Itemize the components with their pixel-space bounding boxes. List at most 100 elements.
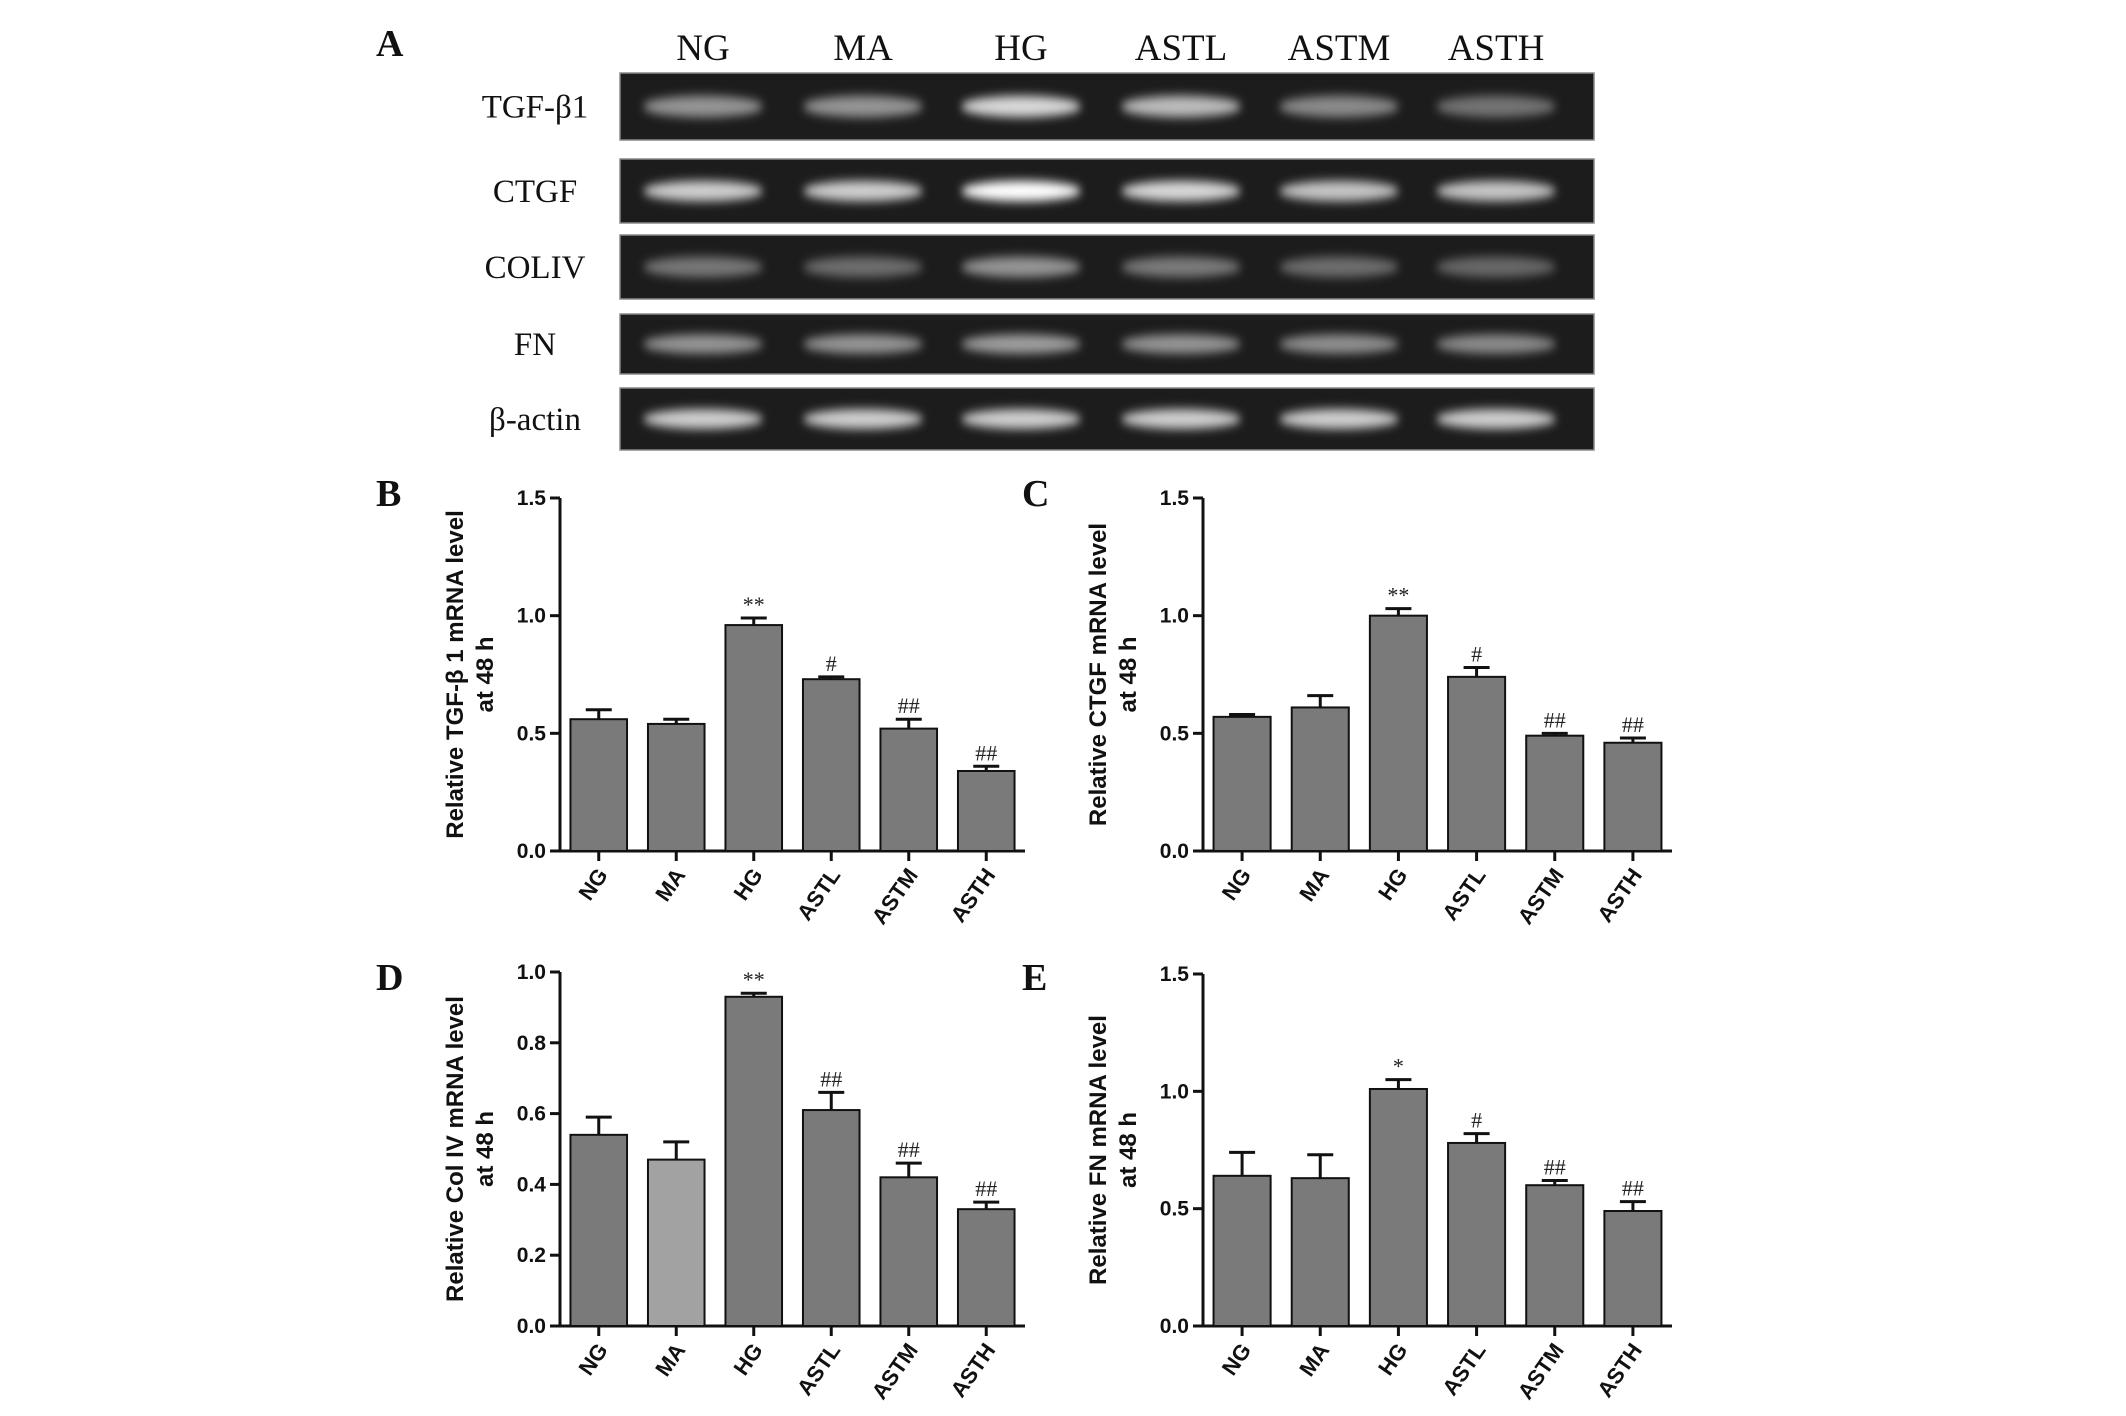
- bar: [569, 1133, 629, 1327]
- category-label: ASTH: [1592, 1339, 1647, 1402]
- gel-band: [1121, 334, 1241, 354]
- gel-strip: [619, 234, 1595, 300]
- y-axis-title-line: Relative CTGF mRNA level: [1085, 523, 1112, 826]
- y-axis-title-line: at 48 h: [472, 1111, 499, 1187]
- gel-band: [961, 409, 1081, 429]
- y-axis-title-line: Relative FN mRNA level: [1085, 1015, 1112, 1285]
- category-label: ASTH: [946, 1339, 1001, 1402]
- gel-band: [803, 95, 923, 118]
- y-tick-label: 0.5: [1160, 1198, 1190, 1221]
- chart-panel-e: E 0.0 0.5 1.0 1.5 Relative FN mRNA level at 48…: [1022, 957, 1672, 1404]
- category-label: ASTM: [1513, 1339, 1569, 1404]
- gel-strip: [619, 313, 1595, 375]
- significance-label: **: [743, 967, 765, 992]
- category-label: ASTL: [1437, 864, 1490, 925]
- gel-band: [1121, 256, 1241, 278]
- bar: [1603, 1210, 1663, 1327]
- gel-band: [803, 334, 923, 354]
- bar: [646, 722, 706, 852]
- lane-label: MA: [833, 28, 893, 69]
- category-label: ASTH: [946, 864, 1001, 927]
- gel-band: [643, 256, 763, 278]
- y-axis-title: Relative Col IV mRNA level at 48 h: [442, 996, 499, 1302]
- y-tick-label: 0.0: [1160, 840, 1189, 863]
- category-label: ASTM: [1513, 864, 1569, 929]
- gel-band: [643, 334, 763, 354]
- gel-strip: [619, 158, 1595, 224]
- significance-label: ##: [898, 1137, 920, 1162]
- lane-label: NG: [676, 28, 729, 69]
- bar: [879, 727, 939, 852]
- y-axis-title: Relative FN mRNA level at 48 h: [1085, 1015, 1142, 1285]
- bar-charts: B 0.0 0.5 1.0 1.5 Relative TGF-β 1 mRNA level…: [376, 473, 1672, 1404]
- significance-label: #: [826, 651, 837, 676]
- gel-band: [961, 180, 1081, 202]
- gel-band: [1279, 95, 1399, 118]
- category-label: NG: [573, 1339, 612, 1380]
- bar: [1212, 715, 1272, 852]
- gel-band: [1121, 409, 1241, 429]
- gel-band: [643, 95, 763, 118]
- gel-band: [1279, 256, 1399, 278]
- significance-label: **: [743, 592, 765, 617]
- y-axis-title-line: at 48 h: [1115, 636, 1142, 712]
- y-tick-label: 1.0: [517, 605, 546, 628]
- significance-label: ##: [1544, 1155, 1566, 1180]
- bar: [646, 1158, 706, 1327]
- significance-label: ##: [898, 693, 920, 718]
- gel-band: [1279, 180, 1399, 202]
- chart-panel-c: C 0.0 0.5 1.0 1.5 Relative CTGF mRNA level at …: [1022, 473, 1672, 929]
- bar: [1212, 1174, 1272, 1328]
- category-label: NG: [573, 864, 612, 905]
- bar: [801, 1109, 861, 1328]
- bar: [1603, 741, 1663, 852]
- bar: [801, 678, 861, 852]
- bar: [569, 718, 629, 852]
- category-label: MA: [650, 863, 690, 905]
- bar: [724, 624, 784, 853]
- lane-label: HG: [994, 28, 1047, 69]
- panel-letter: E: [1022, 957, 1047, 999]
- bar: [1290, 706, 1350, 852]
- bar: [1525, 1184, 1585, 1327]
- significance-label: #: [1471, 641, 1482, 666]
- gel-row-label: COLIV: [485, 250, 586, 286]
- bar: [956, 769, 1016, 853]
- y-axis-title-line: at 48 h: [1115, 1112, 1142, 1188]
- y-tick-label: 1.0: [1160, 1080, 1189, 1103]
- gel-band: [1436, 95, 1556, 118]
- category-label: ASTL: [792, 1339, 845, 1400]
- significance-label: ##: [820, 1066, 842, 1091]
- gel-band: [1436, 256, 1556, 278]
- chart-panel-d: D 0.0 0.2 0.4 0.6 0.8 1.0 Relative Col IV mRNA …: [376, 957, 1025, 1404]
- gel-band: [1436, 180, 1556, 202]
- y-tick-label: 0.2: [517, 1244, 546, 1267]
- category-label: ASTM: [867, 1339, 923, 1404]
- panel-letter: C: [1022, 473, 1049, 515]
- y-tick-label: 0.5: [1160, 722, 1190, 745]
- gel-row-label: FN: [514, 327, 556, 363]
- panel-letter: B: [376, 473, 401, 515]
- y-tick-label: 0.5: [517, 722, 547, 745]
- y-tick-label: 1.5: [517, 487, 547, 510]
- significance-label: **: [1387, 583, 1409, 608]
- gel-band: [961, 95, 1081, 118]
- gel-row-label: β-actin: [489, 402, 581, 438]
- category-label: ASTL: [1437, 1339, 1490, 1400]
- bar: [1447, 675, 1507, 852]
- category-label: ASTM: [867, 864, 923, 929]
- y-axis-title-line: Relative TGF-β 1 mRNA level: [442, 510, 469, 839]
- y-tick-label: 1.5: [1160, 487, 1190, 510]
- gel-band: [1436, 334, 1556, 354]
- gel-band: [1436, 409, 1556, 429]
- gel-band: [643, 409, 763, 429]
- gel-band: [803, 409, 923, 429]
- chart-panel-b: B 0.0 0.5 1.0 1.5 Relative TGF-β 1 mRNA level…: [376, 473, 1025, 929]
- gel-strip: [619, 72, 1595, 141]
- bar: [1290, 1177, 1350, 1328]
- y-tick-label: 0.8: [517, 1032, 547, 1055]
- significance-label: #: [1471, 1108, 1482, 1133]
- gel-band: [803, 180, 923, 202]
- gel-panel: A NG MA HG ASTL ASTM ASTH TGF-β1 CTGF COLIV FN β-a…: [376, 23, 1595, 451]
